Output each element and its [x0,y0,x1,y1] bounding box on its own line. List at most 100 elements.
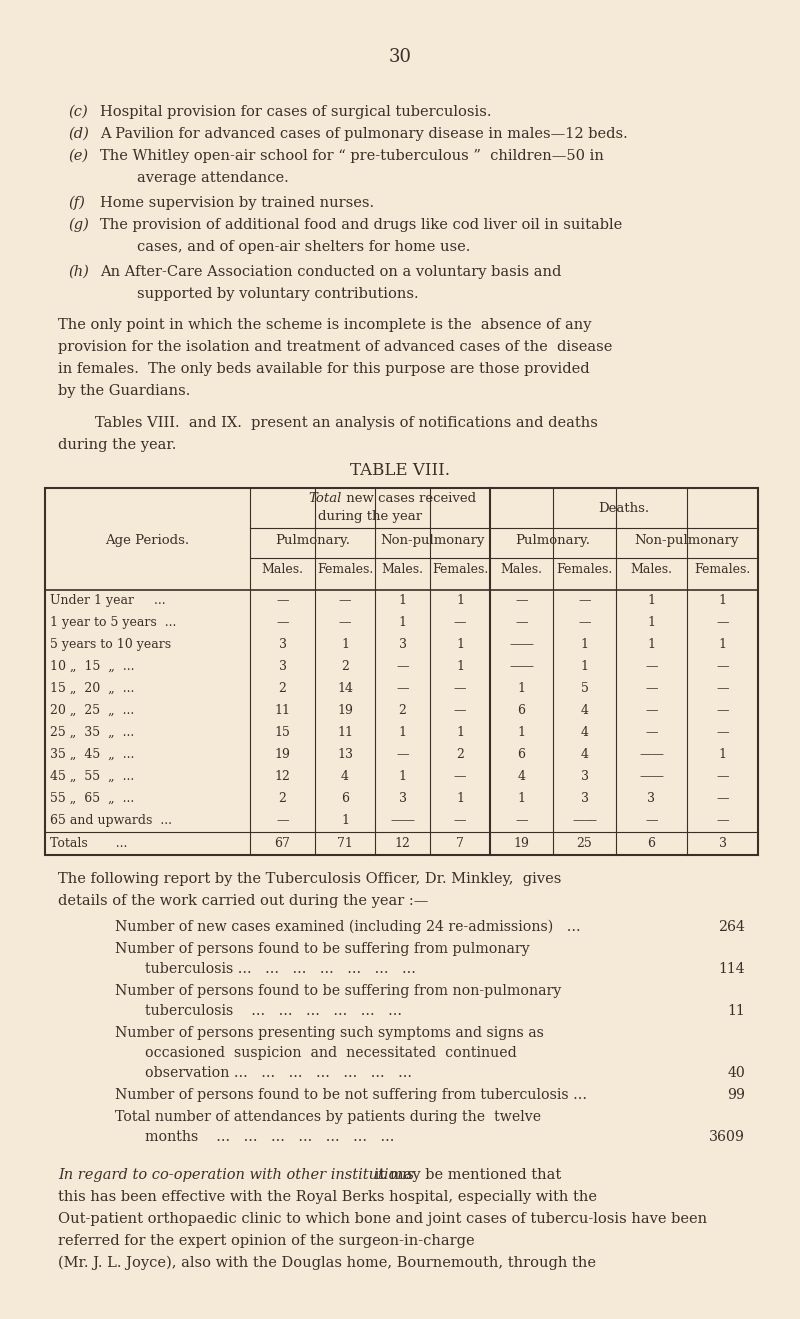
Text: 1: 1 [456,594,464,607]
Text: 6: 6 [647,838,655,849]
Text: Out-patient orthopaedic clinic to which bone and joint cases of tubercu­losis ha: Out-patient orthopaedic clinic to which … [58,1212,707,1225]
Text: —: — [276,814,289,827]
Text: Males.: Males. [262,563,303,576]
Text: provision for the isolation and treatment of advanced cases of the  disease: provision for the isolation and treatmen… [58,340,612,353]
Text: 15 „  20  „  ...: 15 „ 20 „ ... [50,682,134,695]
Text: new cases received: new cases received [342,492,476,505]
Text: —: — [716,616,729,629]
Text: —: — [716,791,729,805]
Text: —: — [454,682,466,695]
Text: 3: 3 [647,791,655,805]
Text: 1: 1 [341,638,349,652]
Text: Non-pulmonary: Non-pulmonary [380,534,485,547]
Text: 7: 7 [456,838,464,849]
Text: 4: 4 [581,748,589,761]
Text: 1: 1 [456,725,464,739]
Text: —: — [578,616,590,629]
Text: —: — [396,660,409,673]
Text: 3: 3 [398,638,406,652]
Text: Females.: Females. [694,563,750,576]
Text: Number of persons presenting such symptoms and signs as: Number of persons presenting such sympto… [115,1026,544,1039]
Text: 19: 19 [337,704,353,718]
Text: 1: 1 [456,791,464,805]
Text: 1: 1 [456,660,464,673]
Text: The following report by the Tuberculosis Officer, Dr. Minkley,  gives: The following report by the Tuberculosis… [58,872,562,886]
Text: ——: —— [390,814,415,827]
Text: —: — [276,594,289,607]
Text: 3: 3 [278,638,286,652]
Text: Males.: Males. [630,563,673,576]
Text: Home supervision by trained nurses.: Home supervision by trained nurses. [100,197,374,210]
Text: 264: 264 [718,919,745,934]
Text: (h): (h) [68,265,89,280]
Text: —: — [515,594,528,607]
Text: —: — [716,682,729,695]
Text: 2: 2 [278,682,286,695]
Text: 1: 1 [647,616,655,629]
Text: (c): (c) [68,106,88,119]
Text: 1: 1 [718,638,726,652]
Text: average attendance.: average attendance. [100,171,289,185]
Text: 5 years to 10 years: 5 years to 10 years [50,638,171,652]
Text: Number of persons found to be suffering from non-pulmonary: Number of persons found to be suffering … [115,984,562,998]
Text: —: — [454,616,466,629]
Text: 2: 2 [278,791,286,805]
Text: —: — [578,594,590,607]
Text: 6: 6 [341,791,349,805]
Text: referred for the expert opinion of the surgeon-in-charge: referred for the expert opinion of the s… [58,1235,474,1248]
Text: 1 year to 5 years  ...: 1 year to 5 years ... [50,616,176,629]
Text: 1: 1 [398,770,406,783]
Text: 45 „  55  „  ...: 45 „ 55 „ ... [50,770,134,783]
Text: Females.: Females. [317,563,373,576]
Text: ——: —— [639,770,664,783]
Text: TABLE VIII.: TABLE VIII. [350,462,450,479]
Text: ——: —— [509,638,534,652]
Text: 1: 1 [398,594,406,607]
Text: during the year.: during the year. [58,438,176,452]
Text: —: — [716,725,729,739]
Text: tuberculosis ...   ...   ...   ...   ...   ...   ...: tuberculosis ... ... ... ... ... ... ... [145,962,416,976]
Text: tuberculosis    ...   ...   ...   ...   ...   ...: tuberculosis ... ... ... ... ... ... [145,1004,402,1018]
Text: 15: 15 [274,725,290,739]
Text: 5: 5 [581,682,589,695]
Text: 4: 4 [518,770,526,783]
Text: 11: 11 [337,725,353,739]
Text: 1: 1 [456,638,464,652]
Text: The Whitley open-air school for “ pre-tuberculous ”  children—50 in: The Whitley open-air school for “ pre-tu… [100,149,604,164]
Text: Under 1 year     ...: Under 1 year ... [50,594,166,607]
Text: 19: 19 [274,748,290,761]
Text: 13: 13 [337,748,353,761]
Text: 114: 114 [718,962,745,976]
Text: —: — [716,660,729,673]
Text: details of the work carried out during the year :—: details of the work carried out during t… [58,894,428,907]
Text: 71: 71 [337,838,353,849]
Text: 14: 14 [337,682,353,695]
Text: Tables VIII.  and IX.  present an analysis of notifications and deaths: Tables VIII. and IX. present an analysis… [58,415,598,430]
Text: 12: 12 [274,770,290,783]
Text: Males.: Males. [382,563,423,576]
Text: 3: 3 [581,791,589,805]
Text: Males.: Males. [501,563,542,576]
Text: supported by voluntary contributions.: supported by voluntary contributions. [100,288,418,301]
Text: 30: 30 [389,47,411,66]
Text: 1: 1 [718,748,726,761]
Text: 35 „  45  „  ...: 35 „ 45 „ ... [50,748,134,761]
Bar [45,488,758,855]
Text: 1: 1 [398,725,406,739]
Text: —: — [454,704,466,718]
Text: Pulmonary.: Pulmonary. [275,534,350,547]
Text: —: — [515,616,528,629]
Text: Age Periods.: Age Periods. [106,534,190,547]
Text: 20 „  25  „  ...: 20 „ 25 „ ... [50,704,134,718]
Text: (Mr. J. L. Joyce), also with the Douglas home, Bournemouth, through the: (Mr. J. L. Joyce), also with the Douglas… [58,1256,596,1270]
Text: (f): (f) [68,197,85,211]
Text: occasioned  suspicion  and  necessitated  continued: occasioned suspicion and necessitated co… [145,1046,517,1060]
Text: —: — [396,682,409,695]
Text: An After-Care Association conducted on a voluntary basis and: An After-Care Association conducted on a… [100,265,562,280]
Text: Hospital provision for cases of surgical tuberculosis.: Hospital provision for cases of surgical… [100,106,491,119]
Text: 1: 1 [341,814,349,827]
Text: —: — [338,594,351,607]
Text: —: — [454,770,466,783]
Text: Non-pulmonary: Non-pulmonary [634,534,739,547]
Text: Totals       ...: Totals ... [50,838,127,849]
